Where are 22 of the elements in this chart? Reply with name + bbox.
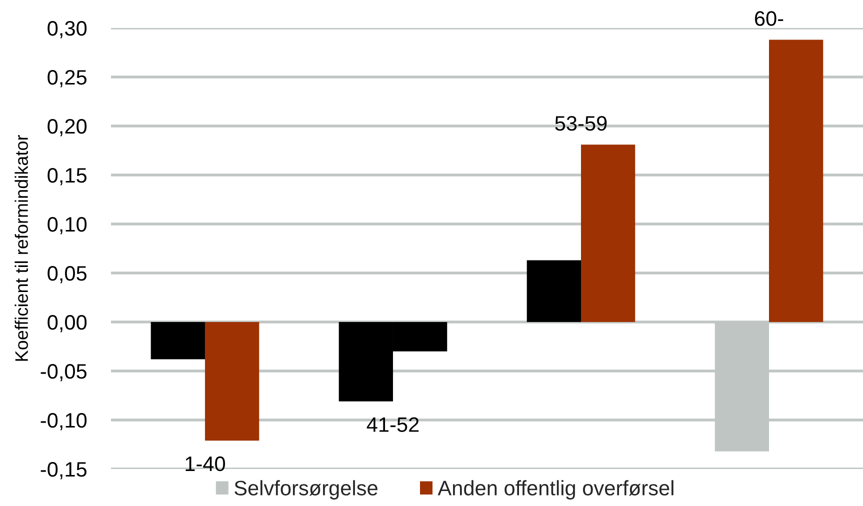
x-tick-label: 41-52 (366, 417, 419, 432)
bar (580, 144, 636, 322)
y-tick-label: -0,05 (40, 364, 86, 382)
y-tick-label: 0,10 (48, 216, 87, 234)
legend-label: Selvforsørgelse (234, 480, 378, 500)
legend-label: Anden offentlig overførsel (438, 480, 674, 500)
bar (150, 322, 205, 360)
bar (204, 322, 260, 441)
y-tick-label: 0,05 (48, 266, 86, 284)
y-tick-label: -0,10 (40, 413, 87, 430)
y-tick-label: 0,30 (48, 20, 87, 38)
y-tick-label: -0,15 (40, 462, 86, 480)
y-tick-label: 0,20 (48, 118, 87, 136)
y-tick-label: 0,15 (48, 168, 86, 186)
y-axis-title: Koefficient til reformindikator (14, 135, 28, 361)
y-tick-label: 0,00 (48, 315, 87, 332)
bar (769, 40, 824, 322)
bar (526, 260, 581, 322)
x-tick-label: 60- (755, 11, 784, 26)
x-tick-label: 53-59 (555, 116, 607, 131)
x-tick-label: 1-40 (186, 456, 226, 472)
y-tick-label: 0,25 (48, 70, 86, 88)
